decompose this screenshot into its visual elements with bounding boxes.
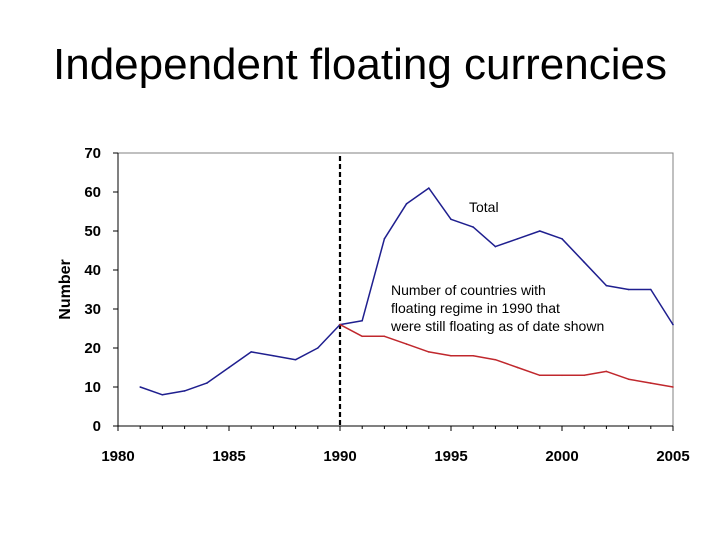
- point-still-floating: [672, 386, 674, 388]
- x-tick-label: 1995: [434, 448, 467, 465]
- point-still-floating: [472, 355, 475, 357]
- x-tick-label: 2005: [656, 448, 689, 465]
- point-total: [183, 390, 186, 392]
- point-still-floating: [539, 374, 541, 377]
- point-total: [472, 226, 475, 228]
- y-tick-label: 30: [84, 301, 101, 318]
- point-total: [250, 351, 252, 353]
- point-still-floating: [450, 355, 452, 357]
- point-total: [516, 238, 519, 240]
- x-tick-label: 1985: [212, 448, 245, 465]
- x-tick-label: 2000: [545, 448, 578, 465]
- point-total: [206, 382, 208, 384]
- y-tick-label: 0: [93, 418, 101, 435]
- point-still-floating: [516, 366, 519, 369]
- point-total: [272, 355, 275, 357]
- point-still-floating: [583, 374, 585, 377]
- point-still-floating: [561, 374, 563, 377]
- point-total: [450, 218, 452, 221]
- x-tick-label: 1990: [323, 448, 356, 465]
- point-total: [561, 238, 563, 240]
- y-axis-label: Number: [57, 259, 74, 319]
- point-still-floating: [383, 335, 386, 338]
- annotation-still-floating-line: were still floating as of date shown: [390, 318, 604, 334]
- point-total: [672, 323, 674, 326]
- x-tick-label: 1980: [101, 448, 134, 465]
- point-still-floating: [428, 351, 430, 353]
- point-total: [605, 284, 608, 287]
- y-tick-label: 70: [84, 145, 101, 162]
- point-still-floating: [605, 370, 608, 373]
- point-total: [139, 386, 141, 388]
- point-still-floating: [627, 378, 630, 381]
- point-total: [494, 245, 497, 248]
- y-tick-label: 40: [84, 262, 101, 279]
- point-total: [161, 394, 164, 396]
- point-total: [650, 288, 652, 291]
- point-still-floating: [361, 335, 364, 338]
- y-tick-label: 10: [84, 379, 101, 396]
- point-total: [361, 319, 364, 322]
- point-total: [583, 261, 585, 264]
- y-tick-label: 60: [84, 184, 101, 201]
- point-total: [383, 238, 386, 240]
- point-total: [228, 366, 230, 369]
- y-tick-label: 50: [84, 223, 101, 240]
- point-total: [539, 230, 541, 232]
- y-tick-label: 20: [84, 340, 101, 357]
- slide-title: Independent floating currencies: [53, 40, 667, 89]
- annotation-total: Total: [469, 199, 499, 215]
- point-still-floating: [339, 323, 341, 326]
- point-still-floating: [650, 382, 652, 384]
- annotation-still-floating-line: floating regime in 1990 that: [391, 300, 560, 316]
- point-total: [428, 187, 430, 189]
- point-total: [627, 288, 630, 291]
- point-total: [317, 347, 319, 349]
- point-still-floating: [494, 358, 497, 361]
- series-line-still-floating: [339, 323, 674, 388]
- point-total: [405, 202, 408, 205]
- point-still-floating: [405, 343, 408, 345]
- point-total: [294, 358, 297, 361]
- annotation-still-floating-line: Number of countries with: [391, 282, 546, 298]
